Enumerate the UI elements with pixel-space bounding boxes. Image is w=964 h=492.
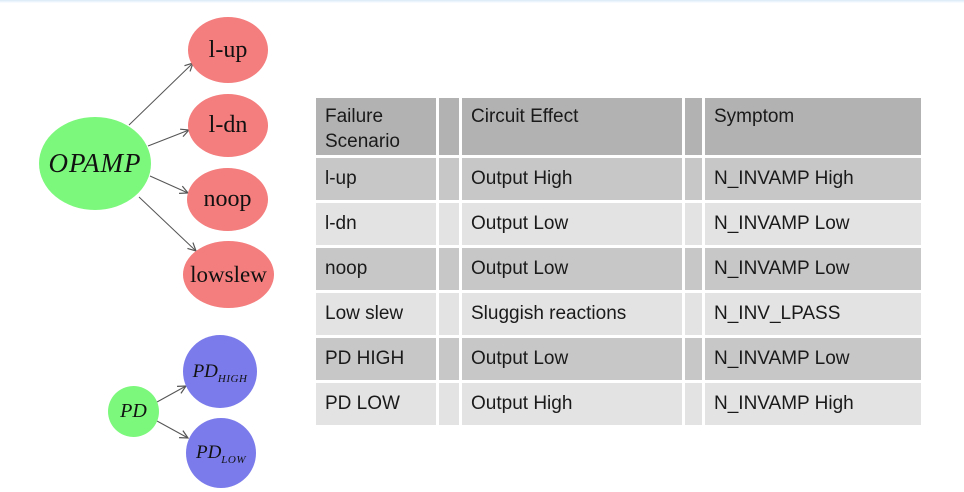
- header-circuit-effect: Circuit Effect: [462, 98, 682, 155]
- cell-symptom: N_INVAMP High: [705, 383, 921, 425]
- cell-symptom: N_INVAMP Low: [705, 338, 921, 380]
- edge-pd-pdhigh: [156, 385, 188, 403]
- table-row: noop Output Low N_INVAMP Low: [316, 248, 921, 290]
- cell-effect: Output High: [462, 158, 682, 200]
- cell-scenario: l-dn: [316, 203, 436, 245]
- node-pd-low: PDLOW: [186, 418, 256, 488]
- spacer-cell: [439, 293, 459, 335]
- node-pd-high: PDHIGH: [183, 335, 257, 408]
- spacer-cell: [685, 293, 702, 335]
- top-edge-highlight: [0, 0, 964, 3]
- spacer-cell: [685, 98, 702, 155]
- node-l-dn-label: l-dn: [208, 112, 248, 138]
- spacer-cell: [685, 338, 702, 380]
- spacer-cell: [685, 248, 702, 290]
- table-row: l-dn Output Low N_INVAMP Low: [316, 203, 921, 245]
- node-noop-label: noop: [203, 186, 252, 212]
- node-l-up: l-up: [188, 17, 268, 83]
- header-symptom: Symptom: [705, 98, 921, 155]
- table-row: PD HIGH Output Low N_INVAMP Low: [316, 338, 921, 380]
- cell-symptom: N_INVAMP High: [705, 158, 921, 200]
- node-l-up-label: l-up: [208, 36, 248, 63]
- node-l-dn: l-dn: [188, 94, 268, 157]
- header-failure-scenario: Failure Scenario: [316, 98, 436, 155]
- cell-effect: Output High: [462, 383, 682, 425]
- spacer-cell: [439, 158, 459, 200]
- node-opamp: OPAMP: [39, 117, 151, 210]
- table-row: PD LOW Output High N_INVAMP High: [316, 383, 921, 425]
- failure-scenario-table: Failure Scenario Circuit Effect Symptom …: [313, 95, 924, 428]
- cell-symptom: N_INVAMP Low: [705, 203, 921, 245]
- spacer-cell: [439, 203, 459, 245]
- node-lowslew-label: lowslew: [190, 261, 267, 287]
- edge-opamp-noop: [149, 175, 190, 194]
- node-noop: noop: [187, 168, 268, 231]
- spacer-cell: [439, 98, 459, 155]
- table-header-row: Failure Scenario Circuit Effect Symptom: [316, 98, 921, 155]
- spacer-cell: [439, 248, 459, 290]
- spacer-cell: [685, 158, 702, 200]
- cell-effect: Sluggish reactions: [462, 293, 682, 335]
- cell-scenario: Low slew: [316, 293, 436, 335]
- cell-scenario: noop: [316, 248, 436, 290]
- cell-scenario: l-up: [316, 158, 436, 200]
- node-pd: PD: [108, 386, 159, 437]
- edge-opamp-l-dn: [147, 128, 191, 147]
- table-row: l-up Output High N_INVAMP High: [316, 158, 921, 200]
- spacer-cell: [439, 383, 459, 425]
- cell-scenario: PD HIGH: [316, 338, 436, 380]
- node-pd-low-label: PDLOW: [195, 442, 247, 466]
- cell-symptom: N_INV_LPASS: [705, 293, 921, 335]
- cell-scenario: PD LOW: [316, 383, 436, 425]
- table-row: Low slew Sluggish reactions N_INV_LPASS: [316, 293, 921, 335]
- edge-pd-pdlow: [156, 420, 190, 439]
- cell-symptom: N_INVAMP Low: [705, 248, 921, 290]
- edge-opamp-l-up: [128, 62, 194, 126]
- spacer-cell: [439, 338, 459, 380]
- cell-effect: Output Low: [462, 338, 682, 380]
- spacer-cell: [685, 383, 702, 425]
- spacer-cell: [685, 203, 702, 245]
- cell-effect: Output Low: [462, 203, 682, 245]
- cell-effect: Output Low: [462, 248, 682, 290]
- node-pd-high-label: PDHIGH: [192, 360, 248, 385]
- node-pd-label: PD: [120, 400, 147, 422]
- node-lowslew: lowslew: [183, 241, 274, 308]
- node-opamp-label: OPAMP: [48, 148, 142, 178]
